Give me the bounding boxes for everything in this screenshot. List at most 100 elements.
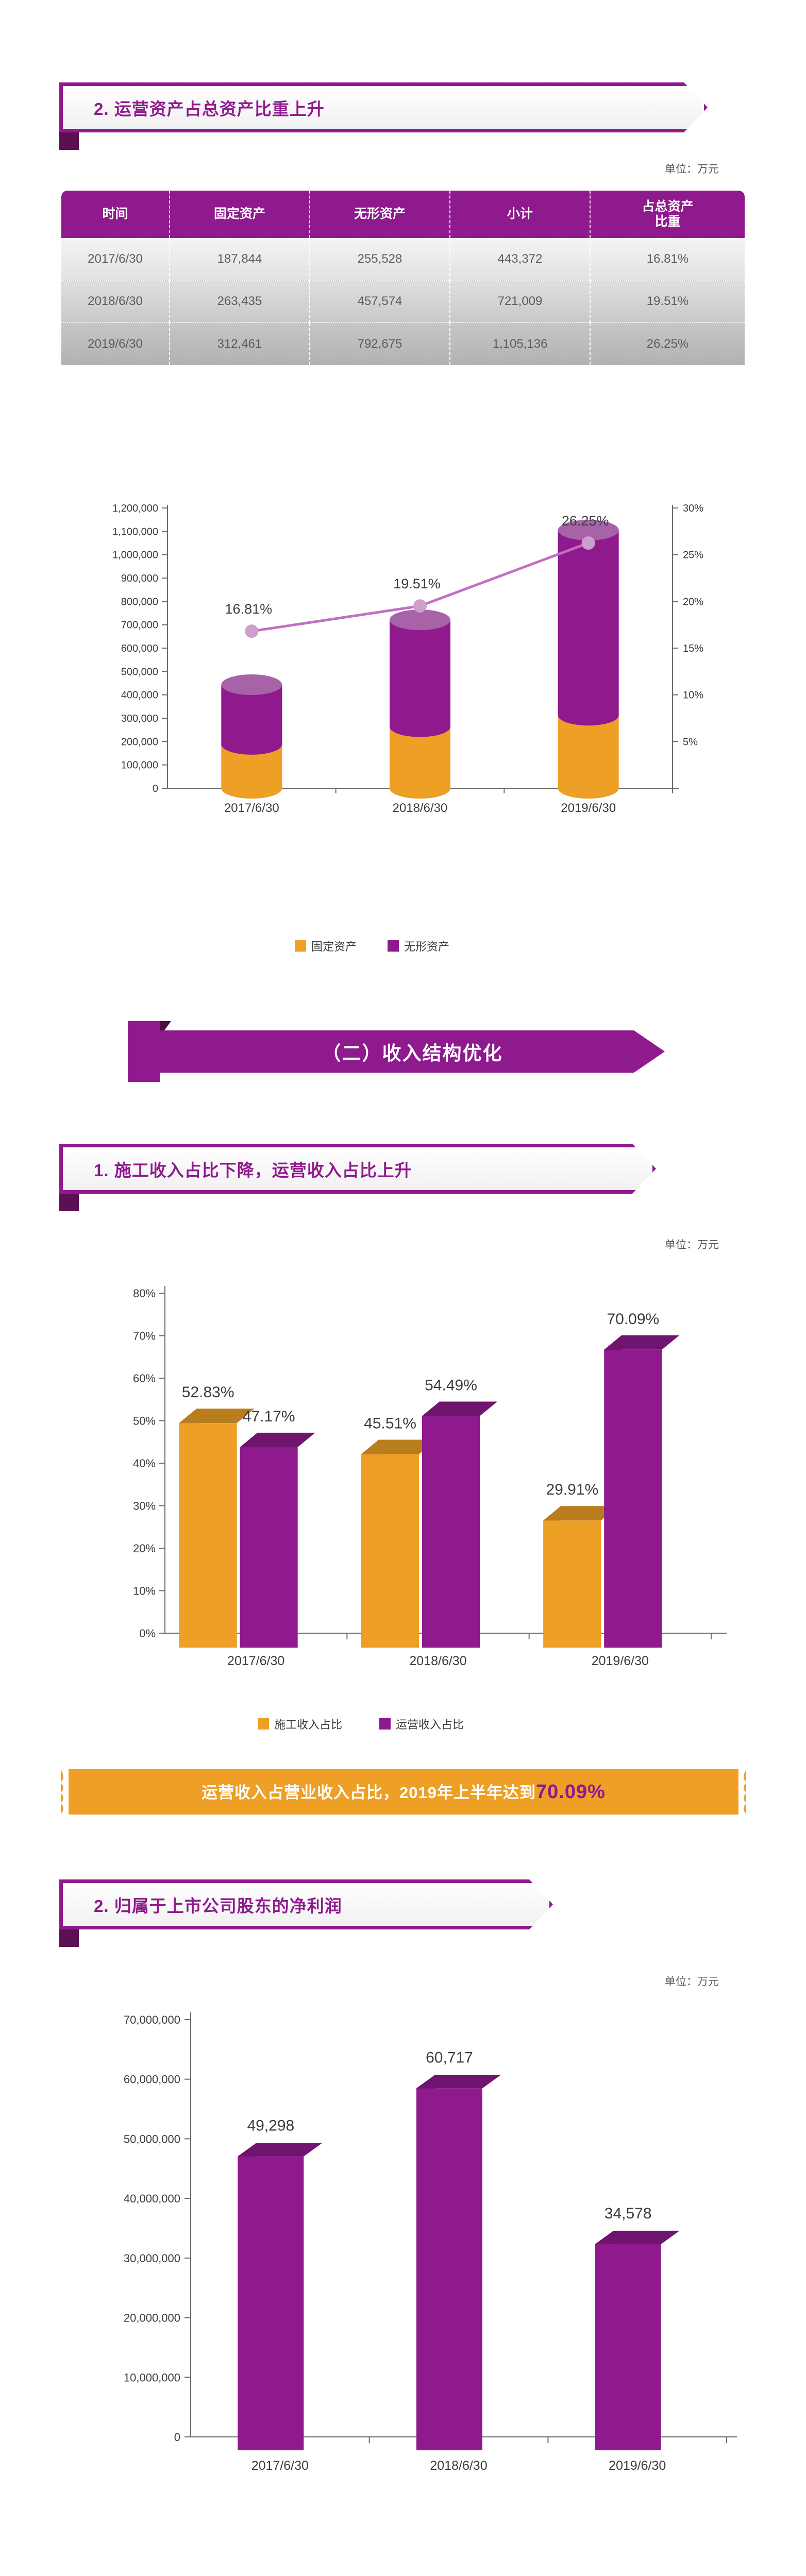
- y-tick-label-left: 0: [153, 783, 158, 794]
- table-row: 2017/6/30 187,844 255,528 443,372 16.81%: [61, 238, 745, 281]
- y-tick-label-left: 300,000: [121, 713, 158, 724]
- cell-fixed: 312,461: [170, 323, 310, 365]
- y-tick-label-left: 600,000: [121, 643, 158, 654]
- x-tick-label: 2017/6/30: [251, 2459, 309, 2473]
- cell-fixed: 263,435: [170, 280, 310, 323]
- section-header-body: 2. 运营资产占总资产比重上升: [59, 82, 708, 132]
- y-tick-label: 80%: [133, 1287, 156, 1300]
- x-tick-label: 2019/6/30: [609, 2459, 666, 2473]
- bar-segment-intangible-assets: [558, 530, 619, 726]
- y-tick-label: 30%: [133, 1500, 156, 1513]
- y-tick-label-right: 20%: [683, 596, 703, 607]
- notch-left-shape: [60, 1769, 69, 1815]
- cell-time: 2017/6/30: [61, 238, 170, 281]
- assets-combo-svg: 0 100,000 200,000 300,000 400,000 500,000 600,…: [112, 503, 703, 815]
- y-tick-label: 60%: [133, 1372, 156, 1385]
- table-row: 2019/6/30 312,461 792,675 1,105,136 26.2…: [61, 323, 745, 365]
- col-header-time: 时间: [61, 191, 170, 238]
- bar-front-face: [416, 2088, 482, 2450]
- cell-intangible: 792,675: [310, 323, 450, 365]
- table-row: 2018/6/30 263,435 457,574 721,009 19.51%: [61, 280, 745, 323]
- banner-body: （二）收入结构优化: [160, 1030, 665, 1073]
- bar-data-label: 52.83%: [182, 1384, 234, 1401]
- revenue-mix-svg: 0% 10% 20% 30% 40% 50% 60% 70% 80% 52.83% 47.17% 20…: [133, 1286, 727, 1668]
- col-header-subtotal: 小计: [450, 191, 591, 238]
- percentage-point: [581, 536, 595, 550]
- y-tick-label-left: 400,000: [121, 690, 158, 701]
- bar-segment-fixed-assets: [558, 715, 619, 799]
- legend-item-construction-share: 施工收入占比: [258, 1716, 342, 1732]
- y-tick-label: 0%: [139, 1627, 156, 1640]
- y-tick-label-right: 25%: [683, 550, 703, 561]
- bar-data-label: 49,298: [247, 2117, 294, 2134]
- bar-bottom-cap: [558, 778, 619, 799]
- bar-segment-intangible-assets: [390, 620, 450, 737]
- chart-revenue-legend: 施工收入占比 运营收入占比: [258, 1716, 464, 1732]
- x-tick-label: 2017/6/30: [227, 1654, 284, 1668]
- bar-bottom-cap: [221, 778, 282, 799]
- y-tick-label-left: 1,100,000: [112, 526, 158, 537]
- net-profit-svg: 0 10,000,000 20,000,000 30,000,000 40,000,00…: [124, 2012, 737, 2473]
- cell-fixed: 187,844: [170, 238, 310, 281]
- legend-label-fixed-assets: 固定资产: [311, 940, 357, 953]
- cell-share: 19.51%: [590, 280, 745, 323]
- assets-table: 时间 固定资产 无形资产 小计 占总资产 比重 2017/6/30 187,844…: [61, 191, 745, 365]
- y-tick-label-left: 200,000: [121, 736, 158, 748]
- bar-data-label: 29.91%: [546, 1481, 598, 1498]
- y-tick-label: 50,000,000: [124, 2132, 180, 2145]
- cell-subtotal: 443,372: [450, 238, 591, 281]
- x-tick-label: 2018/6/30: [409, 1654, 466, 1668]
- unit-note-net-profit: 单位：万元: [665, 1976, 719, 1988]
- legend-swatch-intangible-assets: [388, 940, 399, 952]
- legend-label-intangible-assets: 无形资产: [404, 940, 450, 953]
- cell-intangible: 457,574: [310, 280, 450, 323]
- chart-net-profit: 0 10,000,000 20,000,000 30,000,000 40,000,00…: [62, 1994, 747, 2509]
- legend-swatch-operation-share: [379, 1718, 391, 1730]
- y-tick-label-right: 5%: [683, 736, 698, 748]
- table-header-row: 时间 固定资产 无形资产 小计 占总资产 比重: [61, 191, 745, 238]
- callout-prefix: 运营收入占营业收入占比，2019年上半年达到: [202, 1783, 536, 1802]
- col-header-fixed-assets: 固定资产: [170, 191, 310, 238]
- x-tick-label: 2017/6/30: [224, 801, 279, 815]
- bar-top-face: [238, 2143, 323, 2157]
- section-header-net-profit: 2. 归属于上市公司股东的净利润: [59, 1879, 553, 1947]
- legend-item-fixed-assets: 固定资产: [295, 938, 357, 954]
- col-header-intangible-assets: 无形资产: [310, 191, 450, 238]
- y-tick-label: 20,000,000: [124, 2312, 180, 2325]
- chart-revenue-mix: 0% 10% 20% 30% 40% 50% 60% 70% 80% 52.83% 47.17% 20…: [62, 1273, 747, 1710]
- legend-swatch-fixed-assets: [295, 940, 306, 952]
- bar-front-face: [604, 1349, 662, 1648]
- section-header-label: 2. 运营资产占总资产比重上升: [94, 99, 325, 118]
- bar-segment-intangible-assets: [221, 685, 282, 755]
- section-header-label: 1. 施工收入占比下降，运营收入占比上升: [94, 1160, 412, 1180]
- section-banner-revenue: （二）收入结构优化: [128, 1021, 665, 1082]
- y-tick-label-right: 10%: [683, 690, 703, 701]
- y-tick-label: 10,000,000: [124, 2371, 180, 2384]
- bar-top-cap: [558, 520, 619, 541]
- callout-operation-share: 运营收入占营业收入占比，2019年上半年达到70.09%: [60, 1769, 747, 1815]
- unit-note-assets: 单位：万元: [665, 163, 719, 175]
- cell-subtotal: 1,105,136: [450, 323, 591, 365]
- y-tick-label-left: 500,000: [121, 666, 158, 677]
- percentage-data-label: 26.25%: [562, 513, 609, 529]
- bar-data-label: 54.49%: [425, 1377, 477, 1394]
- x-tick-label: 2019/6/30: [592, 1654, 649, 1668]
- bar-front-face: [240, 1447, 298, 1648]
- notch-right-shape: [738, 1769, 747, 1815]
- y-tick-label: 50%: [133, 1415, 156, 1428]
- y-tick-label-left: 700,000: [121, 620, 158, 631]
- y-tick-label-left: 100,000: [121, 760, 158, 771]
- section-header-body: 1. 施工收入占比下降，运营收入占比上升: [59, 1144, 656, 1194]
- bar-front-face: [422, 1416, 480, 1648]
- bar-data-label: 45.51%: [364, 1415, 416, 1432]
- bar-top-face: [179, 1409, 255, 1423]
- bar-top-face: [416, 2075, 501, 2089]
- x-tick-label: 2018/6/30: [430, 2459, 487, 2473]
- bar-top-face: [361, 1439, 436, 1454]
- banner-flag: [128, 1021, 160, 1082]
- percentage-point: [245, 624, 259, 638]
- ticket-notch-right: [738, 1769, 747, 1815]
- ticket-notch-left: [60, 1769, 69, 1815]
- y-tick-label: 40%: [133, 1457, 156, 1470]
- section-header-assets: 2. 运营资产占总资产比重上升: [59, 82, 708, 150]
